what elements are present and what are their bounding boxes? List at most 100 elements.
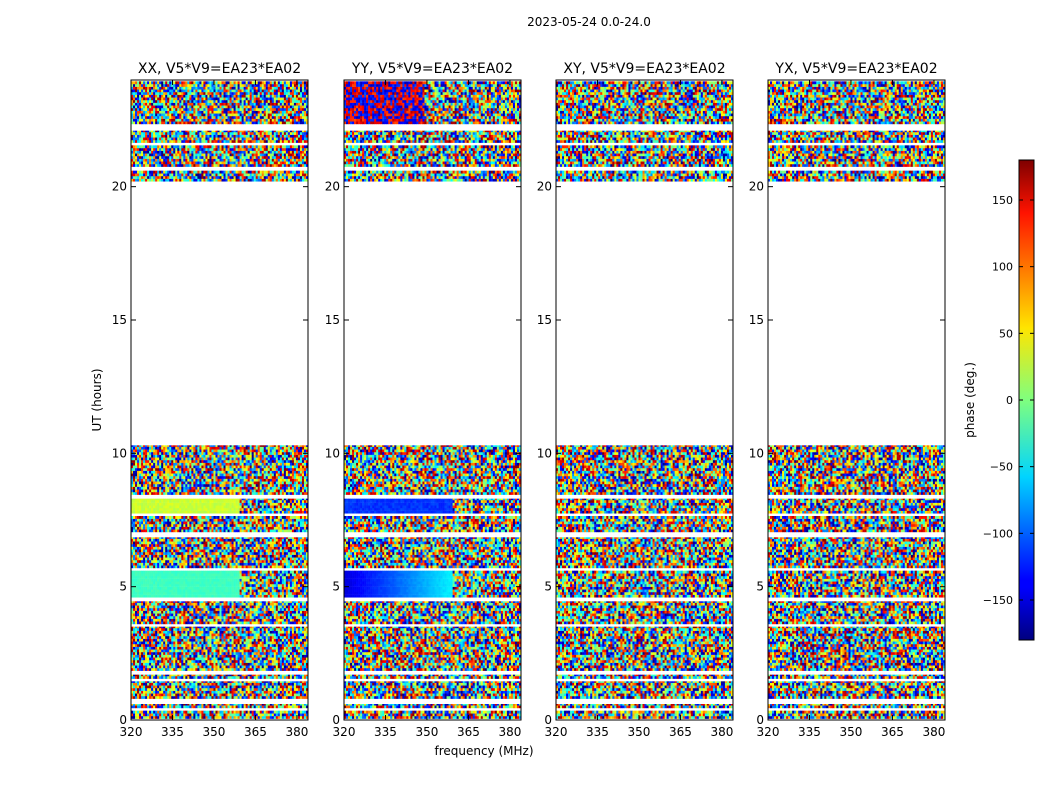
phase-cell xyxy=(213,711,215,714)
phase-cell xyxy=(207,627,209,629)
phase-cell xyxy=(205,647,207,650)
phase-cell xyxy=(153,704,155,706)
phase-cell xyxy=(302,676,304,679)
phase-cell xyxy=(183,696,185,699)
phase-cell xyxy=(248,627,250,629)
phase-cell xyxy=(304,683,306,686)
phase-cell xyxy=(185,668,187,671)
phase-cell xyxy=(272,644,274,647)
phase-cell xyxy=(211,688,213,691)
phase-cell xyxy=(183,619,185,622)
phase-cell xyxy=(151,641,153,644)
phase-cell xyxy=(246,633,248,636)
phase-cell xyxy=(141,641,143,644)
phase-cell xyxy=(201,704,203,706)
phase-cell xyxy=(242,619,244,622)
phase-cell xyxy=(276,713,278,716)
phase-cell xyxy=(246,675,248,677)
phase-cell xyxy=(274,696,276,699)
phase-cell xyxy=(296,628,298,631)
figure-suptitle: 2023-05-24 0.0-24.0 xyxy=(527,15,651,29)
phase-cell xyxy=(203,696,205,699)
phase-cell xyxy=(217,616,219,619)
phase-cell xyxy=(151,696,153,699)
phase-cell xyxy=(213,633,215,636)
phase-cell xyxy=(135,631,137,634)
phase-cell xyxy=(224,704,226,706)
phase-cell xyxy=(183,713,185,716)
phase-cell xyxy=(280,693,282,696)
phase-cell xyxy=(264,716,266,719)
phase-cell xyxy=(244,628,246,631)
phase-cell xyxy=(197,688,199,691)
phase-cell xyxy=(181,649,183,652)
phase-cell xyxy=(201,688,203,691)
phase-cell xyxy=(151,652,153,655)
phase-cell xyxy=(137,691,139,694)
phase-cell xyxy=(171,628,173,631)
phase-cell xyxy=(256,660,258,663)
phase-cell xyxy=(171,641,173,644)
phase-cell xyxy=(167,681,169,683)
phase-cell xyxy=(209,641,211,644)
phase-cell xyxy=(266,716,268,719)
phase-cell xyxy=(232,681,234,683)
phase-cell xyxy=(268,657,270,660)
phase-cell xyxy=(220,621,222,624)
phase-cell xyxy=(161,663,163,666)
phase-cell xyxy=(175,621,177,624)
phase-cell xyxy=(179,660,181,663)
phase-cell xyxy=(151,644,153,647)
phase-cell xyxy=(294,644,296,647)
phase-cell xyxy=(276,668,278,671)
phase-cell xyxy=(191,711,193,714)
phase-cell xyxy=(274,621,276,624)
phase-cell xyxy=(213,665,215,668)
phase-cell xyxy=(135,652,137,655)
phase-cell xyxy=(197,665,199,668)
phase-cell xyxy=(226,716,228,719)
phase-cell xyxy=(266,693,268,696)
phase-cell xyxy=(151,705,153,708)
phase-cell xyxy=(155,619,157,622)
phase-cell xyxy=(137,705,139,708)
phase-cell xyxy=(270,631,272,634)
phase-cell xyxy=(298,705,300,708)
phase-cell xyxy=(250,627,252,629)
phase-cell xyxy=(197,619,199,622)
phase-cell xyxy=(254,655,256,658)
phase-cell xyxy=(254,649,256,652)
phase-cell xyxy=(179,685,181,688)
phase-cell xyxy=(266,665,268,668)
phase-cell xyxy=(197,696,199,699)
phase-cell xyxy=(232,633,234,636)
phase-cell xyxy=(268,660,270,663)
phase-cell xyxy=(228,657,230,660)
phase-cell xyxy=(187,705,189,708)
phase-cell xyxy=(278,647,280,650)
phase-cell xyxy=(191,644,193,647)
phase-cell xyxy=(213,641,215,644)
phase-cell xyxy=(133,660,135,663)
phase-cell xyxy=(217,681,219,683)
phase-cell xyxy=(242,704,244,706)
phase-cell xyxy=(270,652,272,655)
phase-cell xyxy=(258,649,260,652)
phase-cell xyxy=(165,652,167,655)
phase-cell xyxy=(213,668,215,671)
phase-cell xyxy=(155,652,157,655)
phase-cell xyxy=(224,641,226,644)
phase-cell xyxy=(302,663,304,666)
phase-cell xyxy=(250,685,252,688)
phase-cell xyxy=(133,688,135,691)
phase-cell xyxy=(224,647,226,650)
phase-cell xyxy=(228,685,230,688)
phase-cell xyxy=(282,693,284,696)
phase-cell xyxy=(139,636,141,639)
phase-cell xyxy=(250,683,252,686)
phase-cell xyxy=(282,660,284,663)
phase-cell xyxy=(288,668,290,671)
phase-cell xyxy=(201,711,203,714)
phase-cell xyxy=(135,696,137,699)
phase-cell xyxy=(252,691,254,694)
